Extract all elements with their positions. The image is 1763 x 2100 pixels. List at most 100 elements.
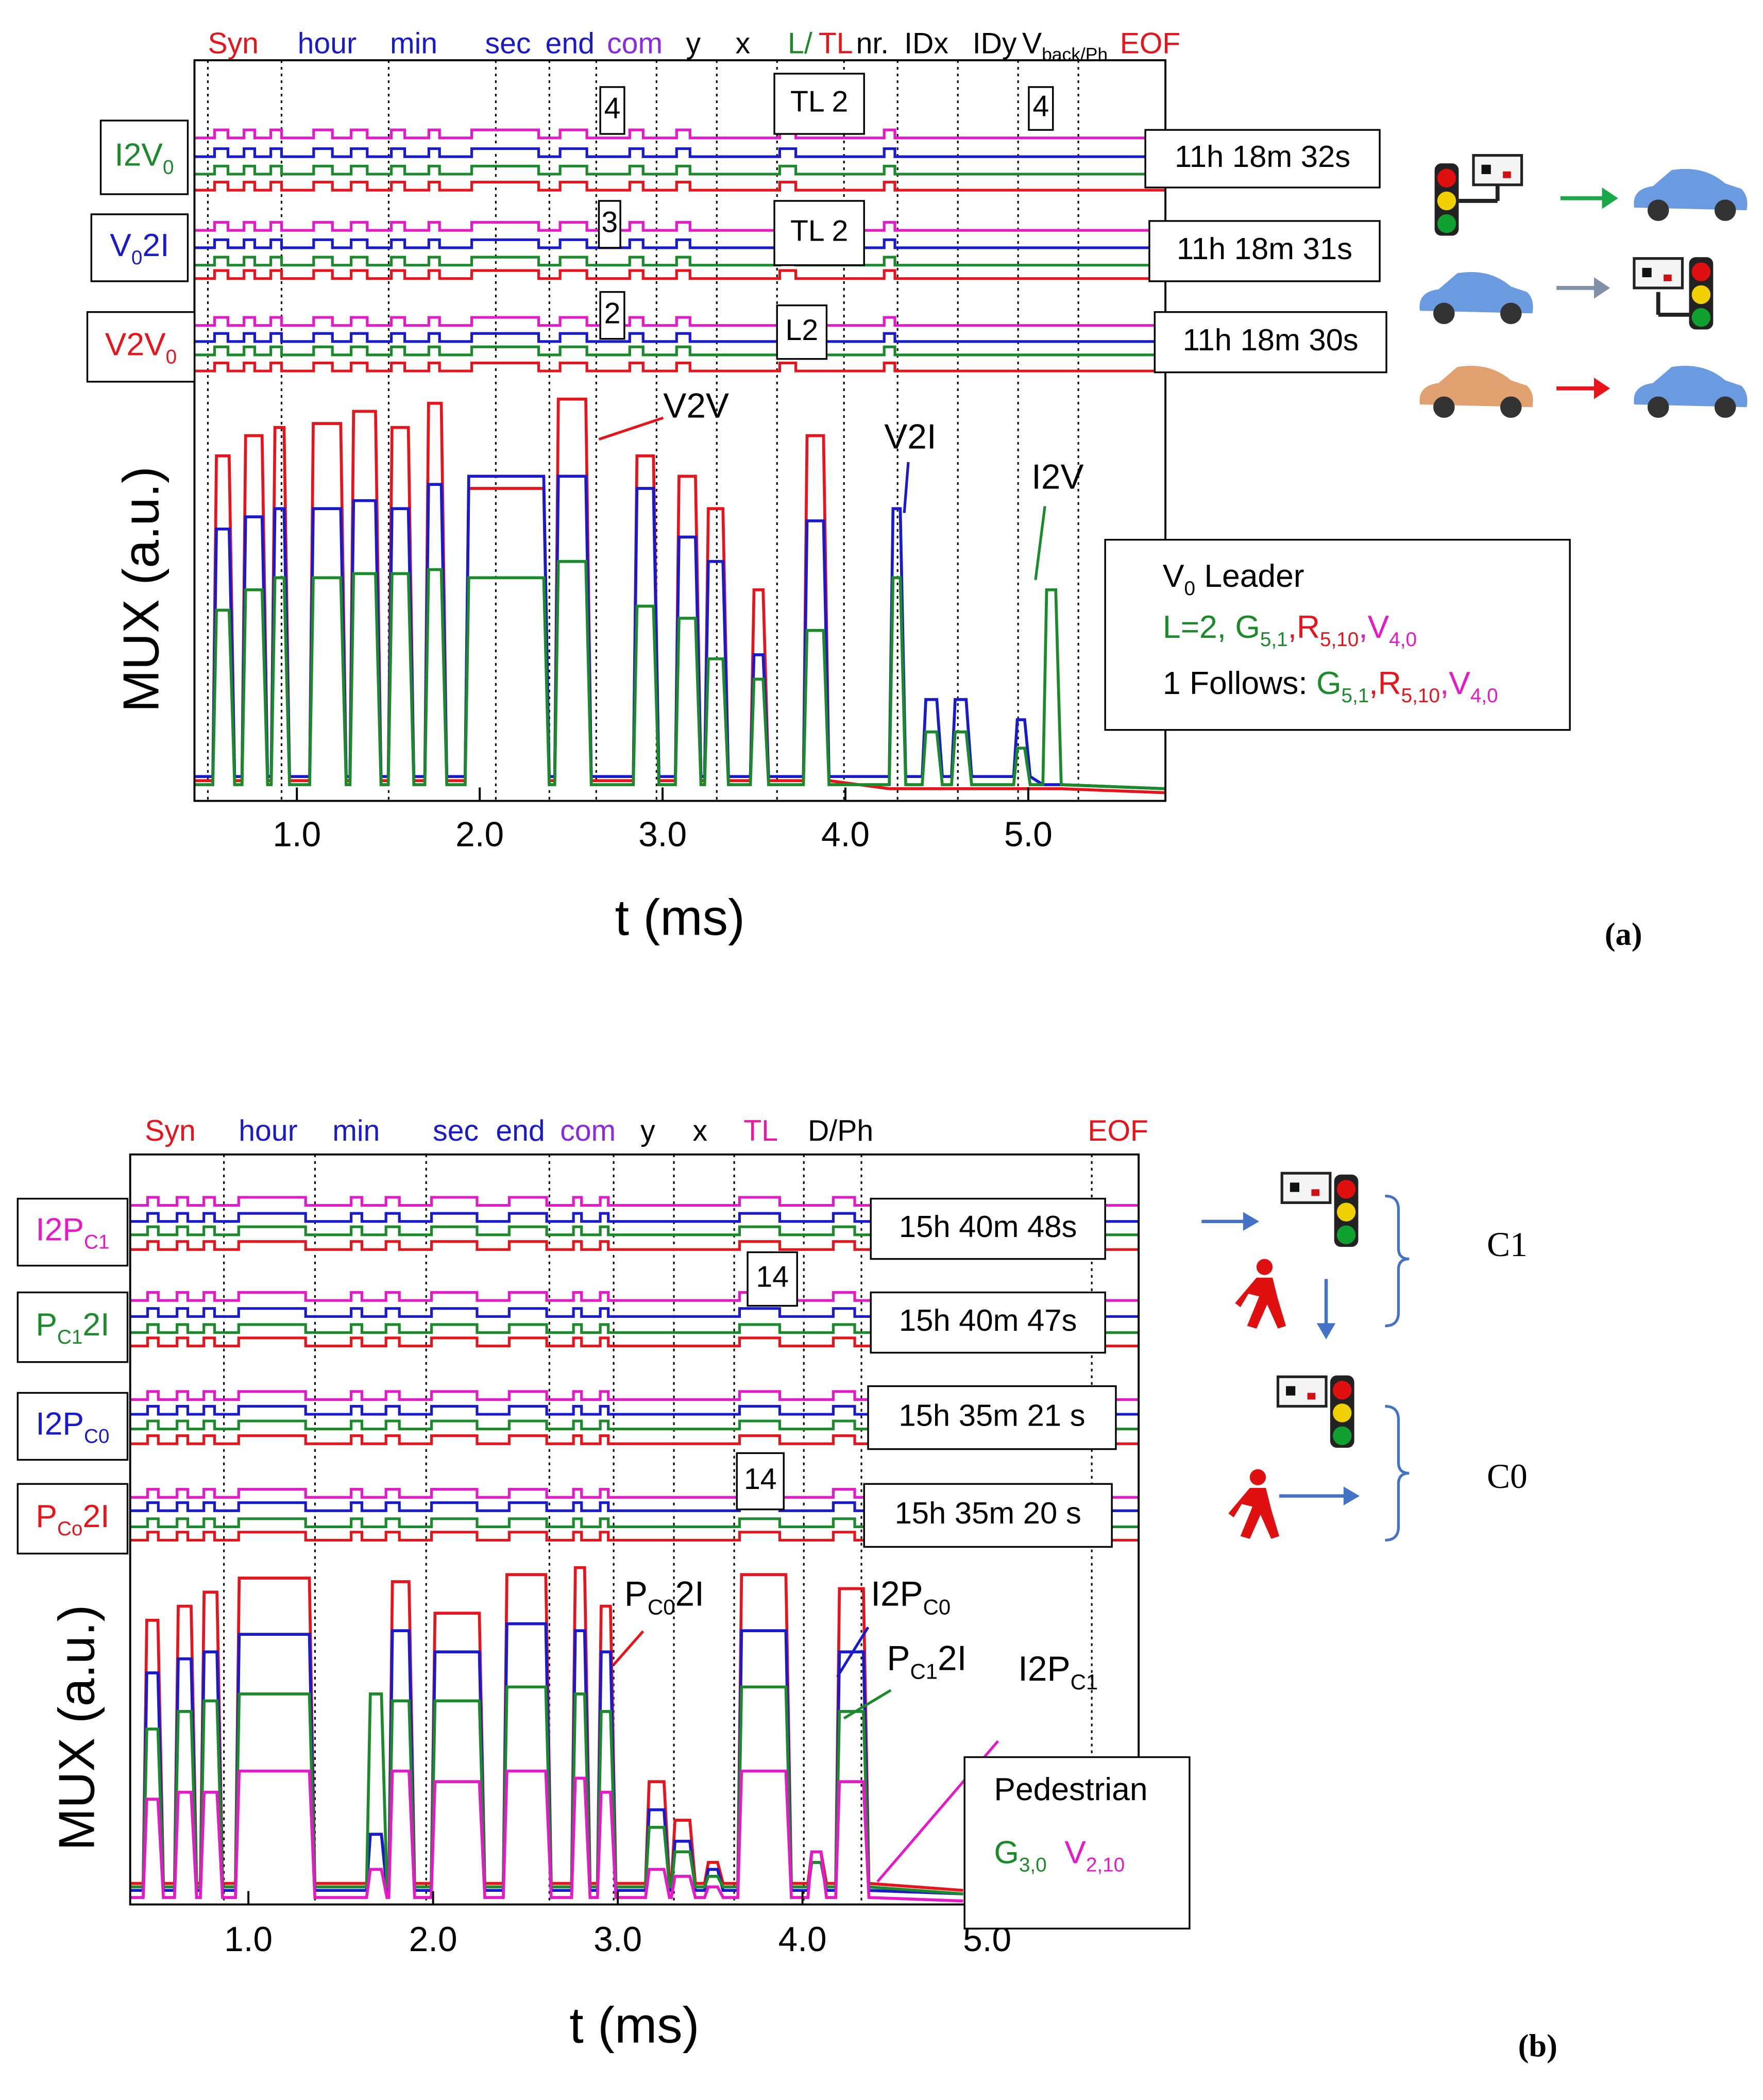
row-label-box xyxy=(16,1197,129,1267)
text-part: IDy xyxy=(973,27,1017,60)
text-part: 4,0 xyxy=(1470,685,1498,707)
text-part: y xyxy=(686,27,701,60)
field-box xyxy=(773,73,865,135)
field-label: hour xyxy=(298,27,357,60)
text-part: EOF xyxy=(1120,27,1181,60)
x-tick-label: 3.0 xyxy=(638,816,687,854)
field-label: x xyxy=(692,1114,707,1147)
series-label: I2V xyxy=(1031,458,1083,496)
row-label-box xyxy=(16,1483,129,1555)
text-part: sec xyxy=(433,1114,479,1147)
text-part: Co xyxy=(57,1518,82,1540)
text-part: P xyxy=(624,1574,648,1613)
digital-trace xyxy=(194,333,1165,342)
field-label: IDx xyxy=(904,27,948,60)
row-label: PCo2I xyxy=(36,1499,109,1539)
group-label: C0 xyxy=(1487,1457,1528,1496)
text-part: 0 xyxy=(163,156,174,178)
panel-label: (b) xyxy=(1518,2028,1557,2064)
field-label: y xyxy=(686,27,701,60)
digital-trace xyxy=(194,182,1165,191)
text-part: y xyxy=(640,1114,655,1147)
field-label: EOF xyxy=(1088,1114,1148,1147)
timestamp: 11h 18m 31s xyxy=(1177,231,1352,266)
text-part: V xyxy=(110,228,131,263)
text-part: 3,0 xyxy=(1019,1854,1047,1876)
text-part: hour xyxy=(298,27,357,60)
annotation-arrow xyxy=(836,1627,870,1678)
text-part: 2I xyxy=(142,228,169,263)
text-part: end xyxy=(546,27,595,60)
digital-trace xyxy=(194,347,1165,355)
text-part: D/Ph xyxy=(808,1114,873,1147)
text-part: L=2, G xyxy=(1163,609,1260,645)
field-label: end xyxy=(496,1114,545,1147)
text-part: I2P xyxy=(1018,1650,1070,1688)
field-box xyxy=(773,200,865,266)
text-part: com xyxy=(607,27,663,60)
annotation-arrow xyxy=(1034,506,1046,580)
trace-line xyxy=(130,1566,963,1892)
x-tick-label: 2.0 xyxy=(409,1920,457,1959)
text-part: I2P xyxy=(36,1407,84,1442)
field-value: 14 xyxy=(756,1261,789,1294)
group-label: C1 xyxy=(1487,1225,1528,1264)
text-part: 5,10 xyxy=(1401,685,1440,707)
row-label-box xyxy=(90,213,189,282)
text-part: 5,1 xyxy=(1260,628,1288,650)
field-label: min xyxy=(390,27,437,60)
text-part: ,R xyxy=(1369,666,1401,701)
row-label-box xyxy=(16,1392,129,1461)
text-part: TL xyxy=(743,1114,778,1147)
field-label: sec xyxy=(433,1114,479,1147)
field-label: sec xyxy=(485,27,531,60)
legend-line: L=2, G5,1,R5,10,V4,0 xyxy=(1163,609,1417,650)
panel-label: (a) xyxy=(1605,917,1642,952)
text-part: x xyxy=(736,27,751,60)
text-part: 2I xyxy=(82,1499,109,1534)
y-axis-label: MUX (a.u.) xyxy=(112,466,169,712)
text-part: P xyxy=(36,1499,57,1534)
digital-trace xyxy=(194,317,1165,326)
field-value: 14 xyxy=(744,1463,777,1496)
field-value: TL 2 xyxy=(790,214,848,247)
field-label: L/ xyxy=(788,27,812,60)
timestamp-box xyxy=(863,1483,1113,1548)
plot-frame xyxy=(129,1153,1140,1906)
text-part: end xyxy=(496,1114,545,1147)
field-label: Vback/Ph xyxy=(1022,27,1108,64)
icons-a xyxy=(1419,156,1748,418)
text-part: 0 xyxy=(131,247,143,269)
row-label-box xyxy=(86,311,196,383)
timestamp: 15h 35m 20 s xyxy=(895,1496,1081,1530)
digital-trace xyxy=(194,223,1165,231)
text-part: V2V xyxy=(105,327,166,363)
trace-line xyxy=(130,1622,963,1895)
text-part: Syn xyxy=(208,27,259,60)
field-box xyxy=(599,86,625,135)
series-label: V2V xyxy=(663,387,729,426)
text-part: P xyxy=(887,1639,910,1678)
field-value: 3 xyxy=(601,206,618,239)
field-label: TL xyxy=(743,1114,778,1147)
text-part: V xyxy=(1047,1835,1087,1871)
x-tick-label: 2.0 xyxy=(455,816,504,854)
trace-line xyxy=(130,1769,963,1903)
text-part: com xyxy=(560,1114,616,1147)
y-axis-label: MUX (a.u.) xyxy=(48,1605,105,1851)
text-part: 2I xyxy=(82,1308,109,1343)
text-part: back/Ph xyxy=(1042,44,1108,65)
timestamp-box xyxy=(867,1385,1117,1450)
text-part: C0 xyxy=(84,1425,109,1447)
timestamp: 11h 18m 32s xyxy=(1175,139,1350,174)
field-label: EOF xyxy=(1120,27,1181,60)
text-part: C1 xyxy=(84,1231,109,1253)
field-label: min xyxy=(332,1114,380,1147)
digital-trace xyxy=(194,149,1165,157)
text-part: G xyxy=(994,1835,1019,1871)
text-part: ,V xyxy=(1359,609,1389,645)
timestamp-box xyxy=(870,1291,1106,1354)
field-label: x xyxy=(736,27,751,60)
text-part: IDx xyxy=(904,27,948,60)
